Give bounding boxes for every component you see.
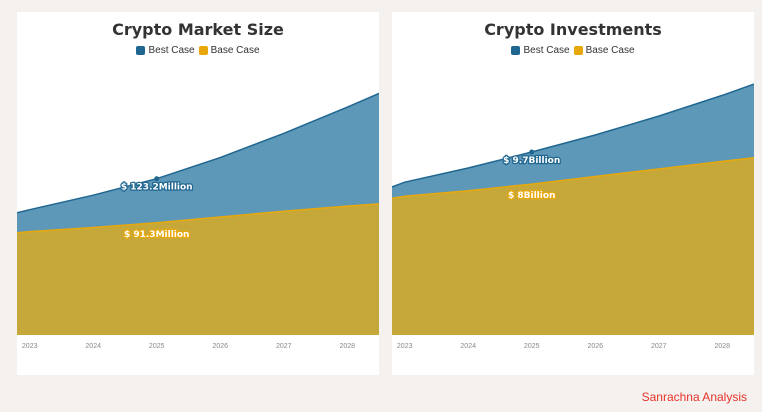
investments-panel: Crypto Investments Best Case Base Case 2… bbox=[392, 12, 754, 375]
legend-swatch-base bbox=[198, 46, 208, 55]
base-case-area bbox=[17, 203, 379, 335]
x-tick-label: 2028 bbox=[339, 343, 355, 350]
best-case-marker bbox=[154, 176, 160, 182]
market-size-panel: Crypto Market Size Best Case Base Case 2… bbox=[17, 12, 379, 375]
x-tick-label: 2026 bbox=[587, 343, 603, 350]
chart-legend: Best Case Base Case bbox=[392, 45, 754, 56]
best-case-line bbox=[17, 92, 379, 214]
chart-title: Crypto Market Size bbox=[112, 20, 284, 39]
x-tick-label: 2026 bbox=[212, 343, 228, 350]
legend-item-best: Best Case bbox=[136, 45, 195, 56]
best-case-line bbox=[392, 83, 754, 188]
legend-label-best: Best Case bbox=[148, 45, 195, 56]
best-case-area bbox=[17, 93, 379, 233]
legend-swatch-best bbox=[136, 46, 146, 55]
x-tick-label: 2028 bbox=[714, 343, 730, 350]
x-tick-label: 2025 bbox=[149, 343, 165, 350]
legend-label-base: Base Case bbox=[210, 45, 260, 56]
x-tick-label: 2027 bbox=[651, 343, 667, 350]
legend-item-base: Base Case bbox=[198, 45, 260, 56]
base-case-data-label: $ 8Billion bbox=[508, 191, 555, 201]
base-case-line bbox=[392, 156, 754, 199]
x-tick-label: 2027 bbox=[276, 343, 292, 350]
x-tick-label: 2023 bbox=[22, 343, 38, 350]
x-tick-label: 2023 bbox=[397, 343, 413, 350]
base-case-area bbox=[392, 157, 754, 335]
legend-swatch-best bbox=[511, 46, 521, 55]
legend-label-base: Base Case bbox=[585, 45, 635, 56]
legend-item-base: Base Case bbox=[573, 45, 635, 56]
base-case-line bbox=[17, 203, 379, 234]
investments-chart: 2023 2024 2025 2026 2027 2028 $ 9.7Billion $ 8B… bbox=[392, 83, 754, 350]
chart-title: Crypto Investments bbox=[484, 20, 662, 39]
base-case-data-label: $ 91.3Million bbox=[124, 230, 190, 240]
chart-legend: Best Case Base Case bbox=[17, 45, 379, 56]
x-tick-label: 2025 bbox=[524, 343, 540, 350]
legend-label-best: Best Case bbox=[523, 45, 570, 56]
watermark: Sanrachna Analysis bbox=[641, 390, 747, 404]
market-size-chart: 2023 2024 2025 2026 2027 2028 $ 123.2Million $ … bbox=[17, 92, 379, 350]
best-case-data-label: $ 9.7Billion bbox=[503, 156, 560, 166]
x-tick-label: 2024 bbox=[85, 343, 101, 350]
best-case-data-label: $ 123.2Million bbox=[121, 183, 193, 193]
best-case-marker bbox=[529, 149, 535, 155]
legend-item-best: Best Case bbox=[511, 45, 570, 56]
legend-swatch-base bbox=[573, 46, 583, 55]
x-tick-label: 2024 bbox=[460, 343, 476, 350]
